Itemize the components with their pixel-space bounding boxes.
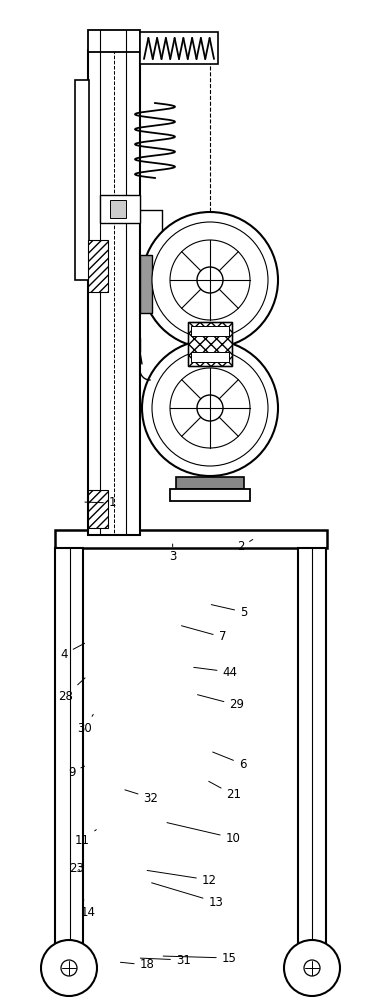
Text: 3: 3 [169, 544, 176, 562]
Bar [170, 489, 250, 501]
Text: 44: 44 [194, 666, 238, 679]
Bar [55, 548, 83, 943]
Circle shape [197, 267, 223, 293]
Text: 14: 14 [80, 898, 96, 918]
Bar [88, 240, 108, 292]
Text: 4: 4 [60, 643, 85, 660]
Bar [88, 50, 140, 535]
Circle shape [170, 240, 250, 320]
Text: 29: 29 [197, 695, 244, 711]
Text: 1: 1 [85, 496, 117, 510]
Bar [188, 322, 232, 366]
Bar [88, 30, 140, 52]
Circle shape [142, 212, 278, 348]
Bar [100, 195, 140, 223]
Circle shape [197, 395, 223, 421]
Bar [55, 530, 327, 548]
Text: 30: 30 [78, 714, 93, 734]
Bar [191, 326, 229, 336]
Circle shape [142, 340, 278, 476]
Text: 6: 6 [213, 752, 246, 770]
Text: 21: 21 [209, 781, 241, 802]
Bar [298, 548, 326, 943]
Text: 10: 10 [167, 823, 240, 844]
Circle shape [170, 368, 250, 448]
Bar [188, 322, 232, 366]
Circle shape [304, 960, 320, 976]
Circle shape [41, 940, 97, 996]
Circle shape [152, 350, 268, 466]
Text: 31: 31 [140, 954, 191, 966]
Circle shape [284, 940, 340, 996]
Text: 28: 28 [58, 678, 85, 702]
Text: 13: 13 [152, 883, 223, 909]
Bar [75, 80, 89, 280]
Text: 32: 32 [125, 790, 158, 804]
Circle shape [152, 222, 268, 338]
Bar [88, 490, 108, 528]
Text: 5: 5 [211, 605, 248, 618]
Text: 7: 7 [181, 626, 226, 644]
Text: 9: 9 [68, 766, 84, 778]
Circle shape [61, 960, 77, 976]
Bar [140, 255, 152, 313]
Text: 15: 15 [163, 952, 236, 964]
Bar [191, 352, 229, 362]
Bar [176, 477, 244, 489]
Bar [140, 32, 218, 64]
Text: 11: 11 [74, 830, 96, 846]
Bar [110, 200, 126, 218]
Text: 18: 18 [120, 958, 154, 971]
Text: 23: 23 [69, 861, 84, 874]
Text: 2: 2 [237, 539, 253, 554]
Text: 12: 12 [147, 870, 217, 886]
